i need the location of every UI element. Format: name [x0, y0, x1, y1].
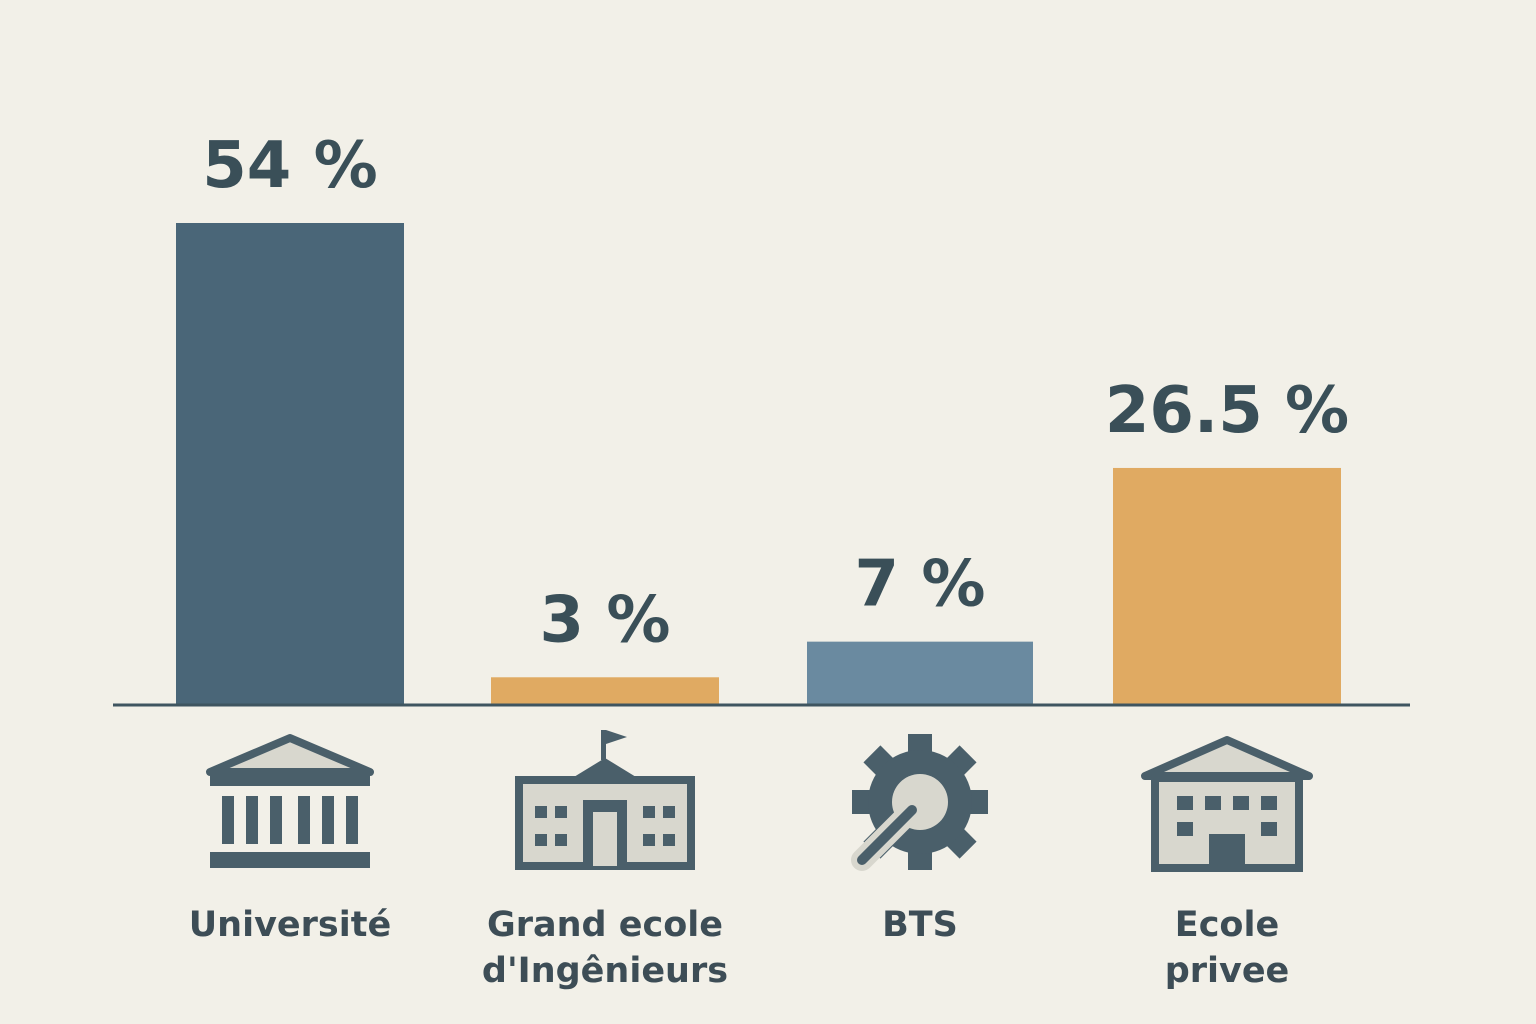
value-label: 7 % — [855, 548, 986, 622]
bar — [1113, 467, 1341, 704]
category-label: Université — [188, 905, 392, 945]
bar — [807, 641, 1033, 704]
value-label: 26.5 % — [1105, 374, 1349, 448]
category-label: Ecole privee — [1164, 905, 1290, 991]
icon-ecole-privee — [1141, 736, 1313, 872]
bar — [491, 677, 719, 704]
value-label: 3 % — [540, 583, 671, 657]
category-label: Grand ecole d'Ingênieurs — [481, 905, 729, 991]
icon-gear — [851, 734, 988, 871]
bars — [176, 223, 1341, 704]
category-label: BTS — [882, 905, 958, 945]
value-label: 54 % — [202, 129, 377, 203]
icon-university — [206, 734, 374, 868]
icon-grand-ecole — [515, 730, 695, 870]
bar — [176, 223, 404, 704]
